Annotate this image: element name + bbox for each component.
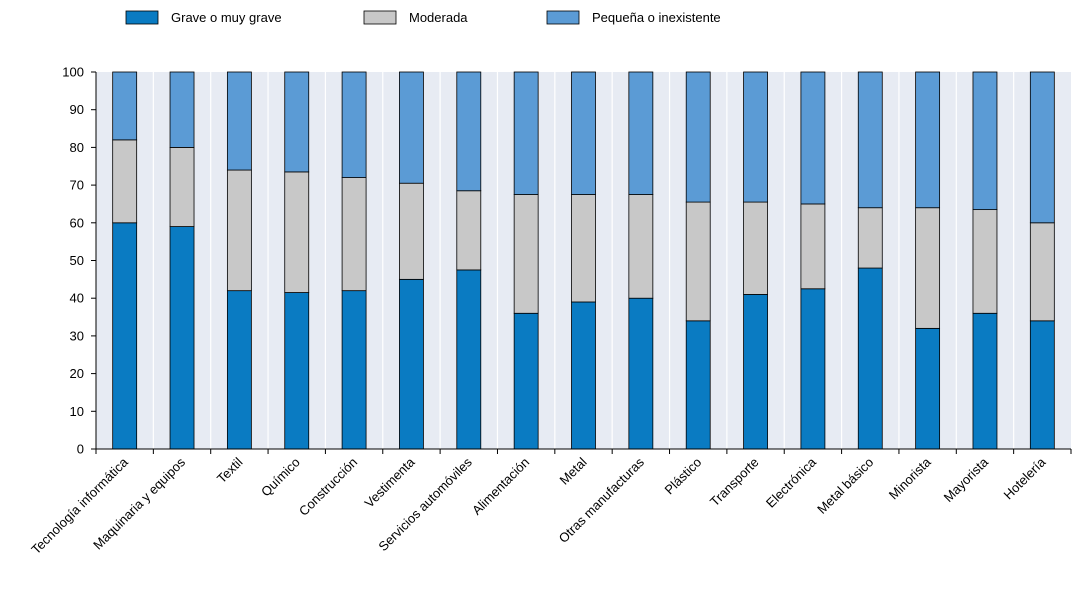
- bar-segment-2: [972, 209, 998, 314]
- y-tick-label: 100: [62, 65, 84, 80]
- y-tick-label: 20: [70, 366, 84, 381]
- bar-segment-1: [571, 301, 596, 450]
- bar-stack: [800, 71, 826, 450]
- bar-segment-1: [628, 297, 654, 450]
- bar-segment-1: [915, 327, 941, 450]
- legend-swatch: [546, 10, 580, 25]
- bar-stack: [857, 71, 883, 450]
- bar-stack: [112, 71, 138, 450]
- bar-stack: [513, 71, 539, 450]
- bar-segment-1: [284, 292, 310, 450]
- legend-label: Pequeña o inexistente: [592, 10, 721, 25]
- bar-segment-1: [112, 222, 138, 450]
- bars: [112, 71, 1055, 450]
- bar-stack: [169, 71, 195, 450]
- bar-segment-3: [112, 71, 138, 141]
- bar-stack: [341, 71, 367, 450]
- bar-stack: [628, 71, 654, 450]
- bar-segment-1: [399, 278, 424, 450]
- legend-label: Grave o muy grave: [171, 10, 282, 25]
- bar-segment-1: [857, 267, 883, 450]
- bar-segment-2: [341, 177, 367, 292]
- y-tick-label: 50: [70, 253, 84, 268]
- bar-segment-2: [571, 194, 596, 303]
- bar-segment-2: [169, 146, 195, 227]
- bar-segment-3: [571, 71, 596, 195]
- bar-stack: [915, 71, 941, 450]
- bar-stack: [571, 71, 596, 450]
- bar-segment-3: [800, 71, 826, 205]
- bar-segment-3: [915, 71, 941, 209]
- bar-segment-3: [628, 71, 654, 195]
- gridlines: [152, 72, 1015, 449]
- bar-stack: [743, 71, 768, 450]
- bar-segment-1: [1029, 320, 1055, 450]
- y-tick-label: 90: [70, 102, 84, 117]
- bar-segment-1: [972, 312, 998, 450]
- legend: Grave o muy grave Moderada Pequeña o inexi…: [125, 10, 721, 25]
- legend-item: Grave o muy grave: [125, 10, 282, 25]
- bar-stack: [685, 71, 711, 450]
- bar-segment-3: [456, 71, 482, 192]
- bar-segment-3: [399, 71, 424, 184]
- bar-segment-1: [685, 320, 711, 450]
- bar-segment-2: [915, 207, 941, 329]
- bar-segment-1: [456, 269, 482, 450]
- bar-segment-2: [399, 182, 424, 280]
- y-tick-label: 80: [70, 140, 84, 155]
- y-tick-label: 30: [70, 328, 84, 343]
- bar-segment-2: [743, 201, 768, 295]
- bar-segment-2: [513, 194, 539, 314]
- bar-stack: [399, 71, 424, 450]
- bar-segment-3: [513, 71, 539, 195]
- bar-segment-3: [857, 71, 883, 209]
- bar-segment-2: [226, 169, 252, 292]
- bar-stack: [284, 71, 310, 450]
- bar-stack: [456, 71, 482, 450]
- y-tick-label: 60: [70, 215, 84, 230]
- bar-segment-3: [743, 71, 768, 203]
- bar-segment-1: [800, 288, 826, 450]
- bar-segment-3: [226, 71, 252, 171]
- y-tick-label: 10: [70, 404, 84, 419]
- bar-segment-1: [169, 226, 195, 450]
- y-tick-label: 70: [70, 178, 84, 193]
- legend-swatch: [125, 10, 159, 25]
- y-axis: 0 10 20 30 40 50 60 70 80 90 100: [62, 65, 97, 457]
- bar-segment-1: [743, 294, 768, 450]
- bar-segment-1: [226, 290, 252, 450]
- bar-segment-3: [169, 71, 195, 148]
- bar-segment-1: [341, 290, 367, 450]
- bar-segment-2: [628, 194, 654, 299]
- legend-swatch: [363, 10, 397, 25]
- bar-segment-3: [284, 71, 310, 173]
- y-tick-label: 40: [70, 291, 84, 306]
- bar-segment-2: [857, 207, 883, 269]
- bar-segment-2: [800, 203, 826, 290]
- legend-item: Pequeña o inexistente: [546, 10, 721, 25]
- bar-segment-2: [112, 139, 138, 224]
- bar-segment-3: [1029, 71, 1055, 224]
- legend-label: Moderada: [409, 10, 468, 25]
- bar-segment-2: [685, 201, 711, 322]
- bar-segment-3: [685, 71, 711, 203]
- bar-segment-1: [513, 312, 539, 450]
- y-tick-label: 0: [77, 442, 84, 457]
- legend-item: Moderada: [363, 10, 468, 25]
- bar-segment-2: [456, 190, 482, 271]
- bar-stack: [972, 71, 998, 450]
- bar-segment-3: [341, 71, 367, 178]
- bar-segment-2: [284, 171, 310, 293]
- bar-segment-3: [972, 71, 998, 211]
- bar-stack: [226, 71, 252, 450]
- bar-segment-2: [1029, 222, 1055, 322]
- bar-stack: [1029, 71, 1055, 450]
